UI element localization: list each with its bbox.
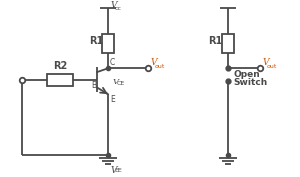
Text: Open: Open bbox=[233, 70, 260, 79]
Text: E: E bbox=[110, 95, 115, 104]
Bar bbox=[47, 74, 73, 85]
Text: Switch: Switch bbox=[233, 78, 267, 87]
Bar bbox=[222, 34, 234, 53]
Text: B: B bbox=[91, 81, 96, 90]
Text: R2: R2 bbox=[53, 61, 67, 71]
FancyArrow shape bbox=[162, 75, 184, 90]
Bar bbox=[102, 34, 114, 53]
Text: EE: EE bbox=[115, 168, 122, 173]
Text: C: C bbox=[110, 58, 115, 67]
Text: out: out bbox=[154, 64, 165, 69]
Text: V: V bbox=[151, 58, 158, 67]
Text: V: V bbox=[113, 78, 119, 86]
Text: V: V bbox=[263, 58, 269, 67]
Text: V: V bbox=[111, 166, 118, 175]
Text: cc: cc bbox=[115, 6, 122, 11]
Text: CE: CE bbox=[117, 81, 125, 86]
Text: R1: R1 bbox=[89, 36, 103, 46]
Text: R1: R1 bbox=[208, 36, 222, 46]
Text: V: V bbox=[111, 1, 118, 10]
Text: out: out bbox=[267, 64, 277, 69]
